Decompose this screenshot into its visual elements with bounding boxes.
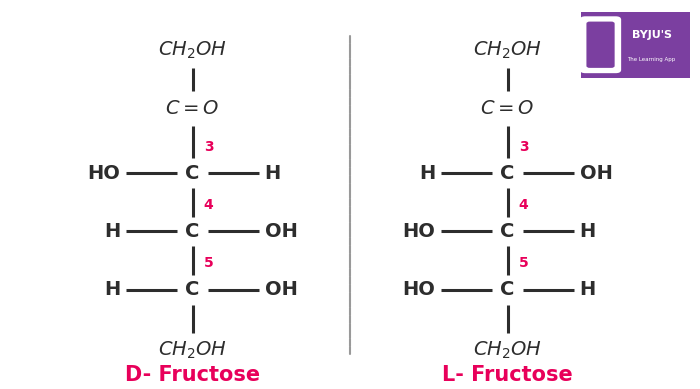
Text: H: H (104, 222, 120, 241)
Text: 3: 3 (519, 140, 528, 154)
Text: H: H (580, 222, 596, 241)
Text: 4: 4 (519, 198, 528, 212)
Text: H: H (104, 280, 120, 299)
Text: H: H (265, 164, 281, 182)
Text: 5: 5 (204, 256, 214, 270)
Text: $C{=}O$: $C{=}O$ (480, 100, 535, 118)
FancyBboxPatch shape (587, 21, 615, 68)
Text: HO: HO (402, 280, 435, 299)
Text: 4: 4 (204, 198, 214, 212)
Text: C: C (500, 164, 514, 182)
Text: OH: OH (265, 222, 298, 241)
Text: H: H (580, 280, 596, 299)
Text: D- Fructose: D- Fructose (125, 365, 260, 385)
Text: C: C (186, 164, 199, 182)
FancyBboxPatch shape (577, 9, 694, 81)
Text: C: C (500, 222, 514, 241)
Text: The Learning App: The Learning App (627, 57, 676, 62)
Text: HO: HO (402, 222, 435, 241)
Text: L- Fructose: L- Fructose (442, 365, 573, 385)
Text: $CH_2OH$: $CH_2OH$ (473, 340, 542, 361)
Text: BYJU'S: BYJU'S (631, 30, 671, 40)
Text: $CH_2OH$: $CH_2OH$ (473, 40, 542, 61)
Text: 5: 5 (519, 256, 528, 270)
Text: $C{=}O$: $C{=}O$ (165, 100, 220, 118)
Text: $CH_2OH$: $CH_2OH$ (158, 340, 227, 361)
Text: 3: 3 (204, 140, 214, 154)
Text: C: C (186, 280, 199, 299)
Text: OH: OH (265, 280, 298, 299)
Text: H: H (419, 164, 435, 182)
Text: C: C (186, 222, 199, 241)
Text: $CH_2OH$: $CH_2OH$ (158, 40, 227, 61)
Text: C: C (500, 280, 514, 299)
FancyBboxPatch shape (580, 16, 621, 73)
Text: HO: HO (88, 164, 120, 182)
Text: OH: OH (580, 164, 612, 182)
